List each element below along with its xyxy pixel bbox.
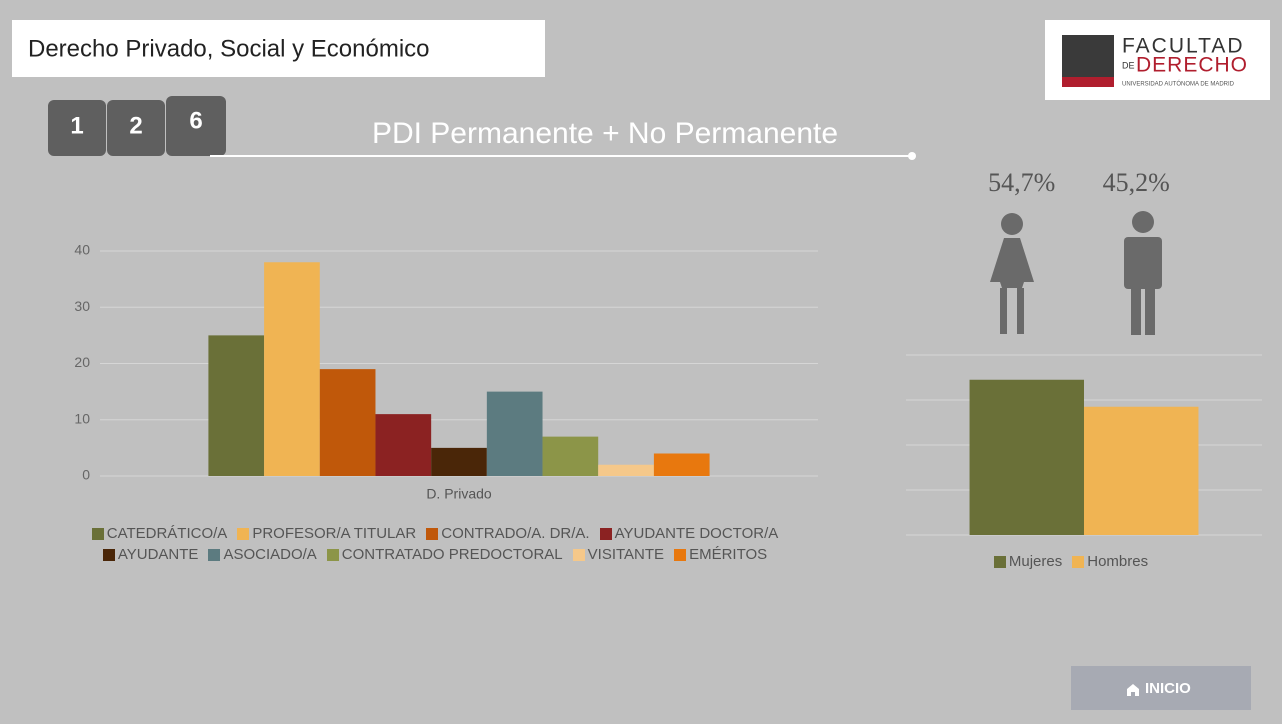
y-tick-label: 30 [74,298,90,314]
counter-box [107,100,165,156]
counter-digit: 2 [129,112,142,139]
bar [598,464,654,476]
bar [486,391,543,476]
legend-item: Mujeres [993,553,1063,570]
button-bg[interactable] [1071,666,1251,710]
legend-item: CATEDRÁTICO/A [91,525,228,542]
counter-box [166,96,226,156]
legend-swatch [993,555,1006,568]
woman-icon [990,213,1034,334]
legend-swatch [237,527,250,540]
legend-swatch [102,548,115,561]
logo-prefix: DE [1122,60,1135,70]
legend-swatch [91,527,104,540]
y-tick-label: 10 [74,410,90,426]
legend-item: Hombres [1072,553,1148,570]
legend-label: ASOCIADO/A [223,546,317,563]
legend-item: CONTRADO/A. DR/A. [426,525,590,542]
bar [431,447,487,476]
logo-line1: FACULTAD [1122,35,1245,58]
legend-item: EMÉRITOS [674,546,767,563]
bar [375,414,432,476]
legend-label: CATEDRÁTICO/A [106,525,228,542]
bar [969,379,1084,535]
legend-item: PROFESOR/A TITULAR [237,525,416,542]
counter-digit: 6 [189,107,202,134]
legend-swatch [208,548,221,561]
header-box [12,20,545,77]
legend-label: AYUDANTE DOCTOR/A [614,525,779,542]
button-label[interactable]: INICIO [1145,680,1191,697]
bar [653,453,710,476]
share-label: 54,7% [988,168,1055,197]
man-icon [1124,211,1162,335]
bar [319,369,376,476]
legend-item: AYUDANTE [102,546,199,563]
logo-subtitle: UNIVERSIDAD AUTÓNOMA DE MADRID [1122,81,1235,88]
legend-item: VISITANTE [572,546,665,563]
logo-line2: DERECHO [1136,54,1248,77]
y-tick-label: 40 [74,242,90,258]
legend-swatch [572,548,585,561]
legend-label: AYUDANTE [117,546,199,563]
legend-label: Mujeres [1008,553,1063,570]
legend-swatch [326,548,339,561]
legend-label: CONTRADO/A. DR/A. [441,525,590,542]
counter-box [48,100,106,156]
y-tick-label: 0 [82,467,90,483]
counter: 1 2 6 [48,96,226,156]
legend-label: CONTRATADO PREDOCTORAL [341,546,563,563]
bar [1084,406,1199,535]
bar [208,335,265,476]
counter-digit: 1 [70,112,83,139]
bar [542,436,599,476]
legend-swatch [674,548,687,561]
header-title: Derecho Privado, Social y Económico [28,35,430,62]
legend-item: AYUDANTE DOCTOR/A [599,525,779,542]
legend-label: EMÉRITOS [689,546,768,563]
legend-swatch [1072,555,1085,568]
legend: CATEDRÁTICO/A PROFESOR/A TITULAR CONTRADO/… [40,525,830,563]
legend-item: CONTRATADO PREDOCTORAL [326,546,563,563]
title-rule-dot [908,152,916,160]
home-icon [1127,684,1139,696]
legend-swatch [599,527,612,540]
y-tick-label: 20 [74,354,90,370]
logo-block [1062,35,1114,77]
x-tick-label: D. Privado [426,486,492,502]
chart-title: PDI Permanente + No Permanente [372,117,838,150]
share-label: 45,2% [1103,168,1170,197]
logo-stripe [1062,77,1114,87]
bar [264,262,320,476]
legend-item: ASOCIADO/A [208,546,317,563]
legend-label: PROFESOR/A TITULAR [252,525,417,542]
legend-label: Hombres [1087,553,1149,570]
home-button[interactable]: INICIO [1071,666,1251,710]
legend-label: VISITANTE [587,546,665,563]
legend: Mujeres Hombres [906,553,1236,570]
legend-swatch [426,527,439,540]
